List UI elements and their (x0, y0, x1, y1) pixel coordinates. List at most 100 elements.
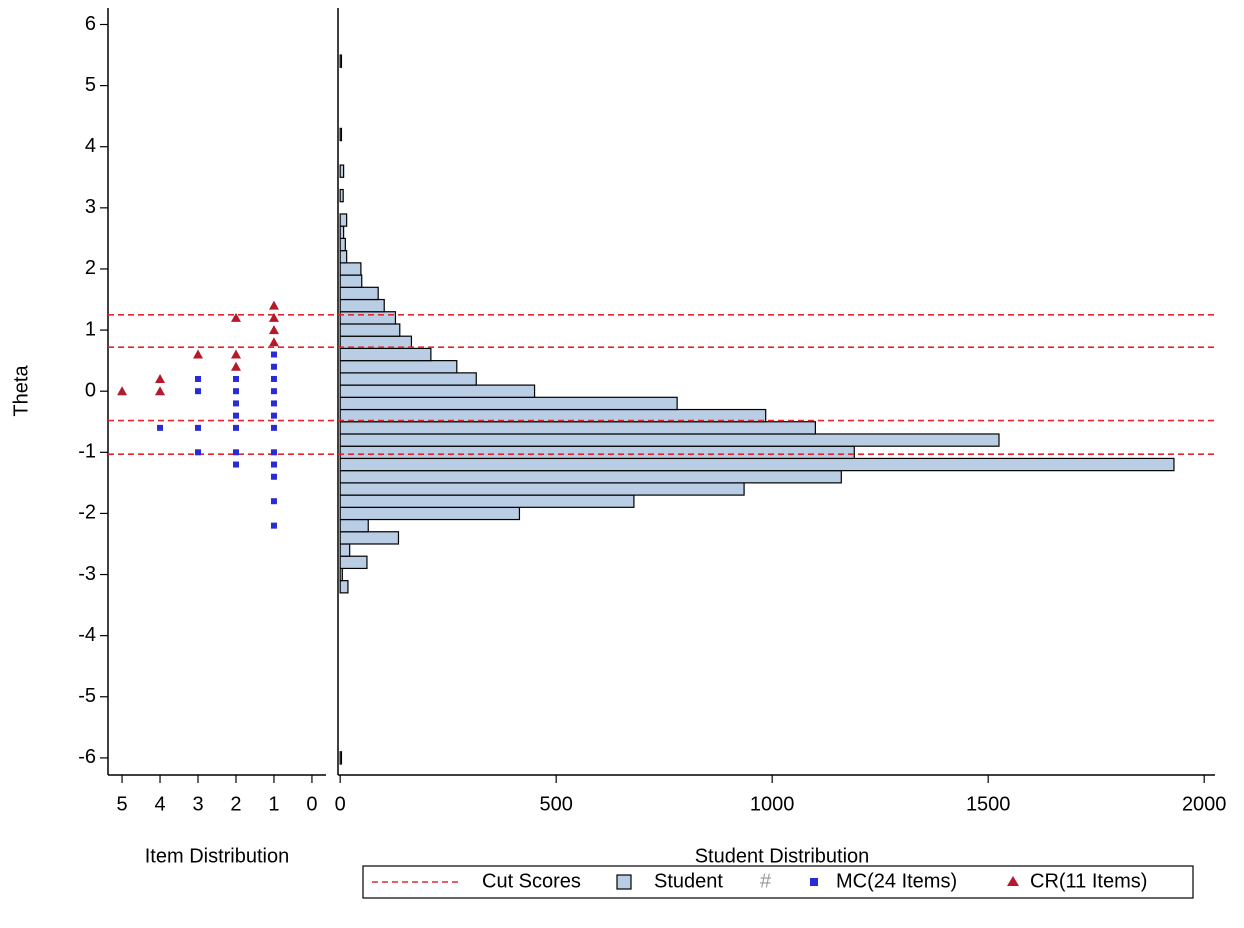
legend-marker (1007, 876, 1019, 886)
x-axis-label: Student Distribution (695, 845, 870, 867)
mc-point (270, 498, 277, 505)
bar (339, 457, 1175, 472)
bar (339, 164, 345, 178)
cr-point (117, 386, 128, 396)
mc-point (195, 424, 202, 431)
mc-point (157, 424, 164, 431)
cr-point (268, 312, 279, 322)
bar (339, 127, 343, 142)
mc-point (270, 400, 277, 407)
mc-point (270, 449, 277, 456)
x-tick-label: 3 (192, 793, 203, 815)
cr-point (268, 337, 279, 347)
bar (339, 555, 368, 570)
cr-point (230, 361, 241, 371)
bar (339, 286, 379, 301)
mc-point (270, 375, 277, 382)
y-tick-label: 0 (85, 379, 96, 401)
y-tick-label: 2 (85, 257, 96, 279)
bar (339, 531, 400, 545)
bar (339, 274, 363, 288)
y-tick-label: 3 (85, 196, 96, 218)
bar (339, 225, 345, 240)
mc-point (270, 351, 277, 358)
mc-point (232, 412, 239, 419)
mc-point (270, 522, 277, 529)
bar (339, 433, 1000, 447)
bar (339, 347, 432, 362)
x-tick-label: 0 (335, 793, 346, 815)
mc-point (195, 375, 202, 382)
mc-point (232, 375, 239, 382)
mc-point (232, 424, 239, 431)
bar (339, 372, 477, 386)
y-tick-label: -5 (78, 685, 96, 707)
y-axis-label: Theta (10, 365, 32, 417)
x-tick-label: 1000 (750, 793, 795, 815)
y-tick-label: -4 (78, 624, 96, 646)
x-tick-label: 0 (306, 793, 317, 815)
legend-label: CR(11 Items) (1030, 870, 1147, 892)
bar (339, 54, 343, 68)
cr-point (230, 349, 241, 359)
mc-point (270, 461, 277, 468)
legend-box (362, 865, 1194, 899)
cr-point (193, 349, 204, 359)
x-tick-label: 2 (230, 793, 241, 815)
legend: # Cut Scores Student MC(24 Items) CR(11 Ite… (362, 865, 1194, 899)
bar (339, 262, 362, 276)
mc-point (195, 449, 202, 456)
bar (339, 506, 521, 521)
x-tick-label: 4 (154, 793, 165, 815)
mc-point (270, 473, 277, 480)
bar (339, 567, 343, 582)
bar (339, 213, 348, 227)
legend-symbol: # (760, 870, 772, 892)
legend-label: Cut Scores (482, 870, 581, 892)
y-tick-label: -1 (78, 441, 96, 463)
bar (339, 396, 678, 411)
legend-swatch (616, 874, 632, 890)
legend-label: Student (654, 870, 723, 892)
x-axis-label: Item Distribution (145, 845, 290, 867)
x-tick-label: 5 (116, 793, 127, 815)
y-tick-label: 6 (85, 13, 96, 35)
bar (339, 751, 343, 765)
mc-point (232, 461, 239, 468)
cr-point (268, 300, 279, 310)
bar (339, 445, 855, 460)
bar (339, 580, 349, 594)
x-tick-label: 1 (268, 793, 279, 815)
y-tick-label: -3 (78, 563, 96, 585)
bar (339, 323, 401, 337)
cr-point (155, 386, 166, 396)
mc-point (270, 388, 277, 395)
bar (339, 360, 458, 374)
bar (339, 188, 344, 203)
x-tick-label: 1500 (966, 793, 1011, 815)
bar (339, 298, 385, 313)
bar (339, 543, 351, 557)
cr-point (268, 325, 279, 335)
mc-point (232, 388, 239, 395)
y-tick-label: -2 (78, 502, 96, 524)
cr-point (155, 373, 166, 383)
legend-marker (810, 878, 818, 886)
y-tick-label: 5 (85, 74, 96, 96)
y-tick-label: -6 (78, 746, 96, 768)
bar (339, 482, 745, 496)
mc-point (270, 363, 277, 370)
mc-point (195, 388, 202, 395)
bar (339, 421, 816, 435)
bar (339, 494, 635, 508)
bar (339, 384, 536, 398)
x-tick-label: 500 (539, 793, 572, 815)
bar (339, 518, 369, 533)
mc-point (270, 412, 277, 419)
legend-label: MC(24 Items) (836, 870, 957, 892)
cr-point (230, 312, 241, 322)
y-tick-label: 1 (85, 318, 96, 340)
bar (339, 311, 397, 325)
y-tick-label: 4 (85, 135, 96, 157)
